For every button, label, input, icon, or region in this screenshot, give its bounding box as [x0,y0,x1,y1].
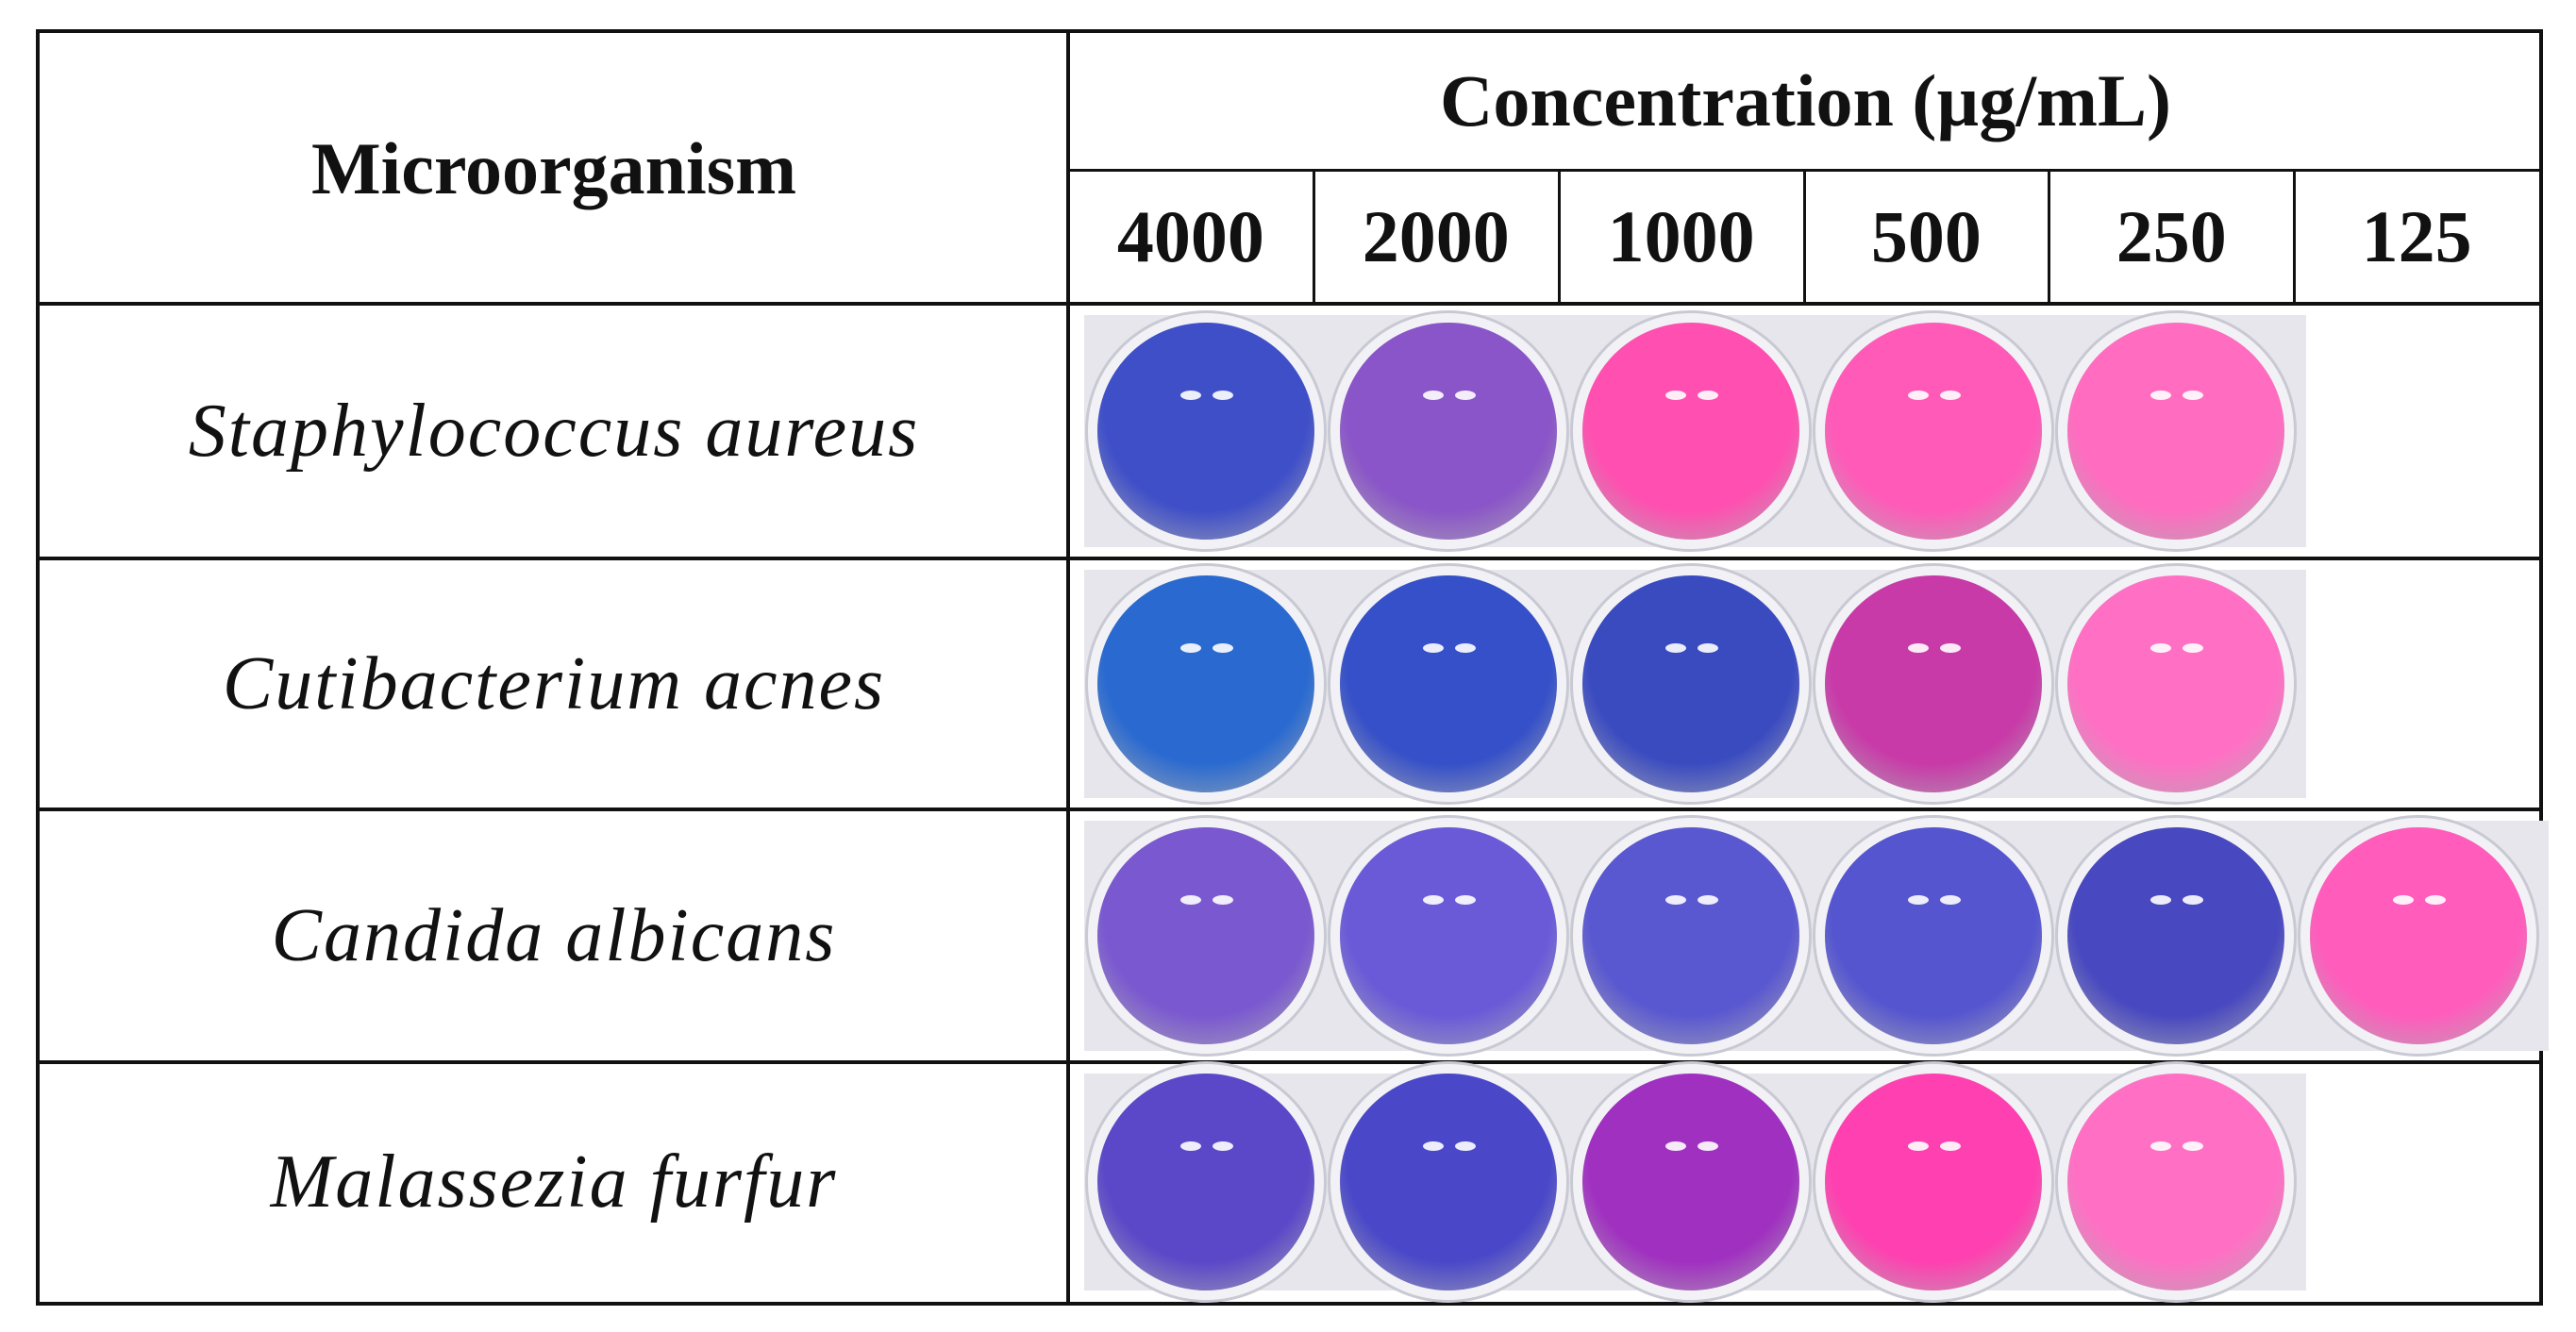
border [40,1060,2539,1064]
highlight [1455,1141,1476,1151]
highlight [1665,1141,1686,1151]
well [1825,575,2042,792]
concentration-header: Concentration (µg/mL) [1439,59,2171,142]
highlight [1908,643,1929,653]
highlight [1698,895,1718,905]
well [1097,1074,1314,1290]
highlight [1213,391,1233,400]
highlight [1940,1141,1961,1151]
table: Microorganism Concentration (µg/mL) 4000… [36,29,2549,1306]
well [1582,323,1799,540]
well [1825,323,2042,540]
well [1340,1074,1557,1290]
highlight [1213,1141,1233,1151]
highlight [2150,643,2171,653]
well [1340,827,1557,1044]
well [1097,575,1314,792]
organism-header: Microorganism [310,126,797,209]
well-plate [1084,1074,2306,1290]
organism: Malassezia furfur [270,1140,838,1224]
concentration: 125 [2361,194,2472,277]
highlight [1423,1141,1444,1151]
concentration: 4000 [1116,194,1264,277]
highlight [2393,895,2414,905]
border [40,302,2539,306]
well [1582,575,1799,792]
highlight [1455,391,1476,400]
concentration: 250 [2116,194,2227,277]
well [1097,827,1314,1044]
border [40,557,2539,560]
highlight [2150,391,2171,400]
well [1825,1074,2042,1290]
highlight [1908,895,1929,905]
well [2310,827,2527,1044]
well-plate [1084,315,2306,547]
highlight [1665,391,1686,400]
highlight [1698,1141,1718,1151]
highlight [2183,391,2203,400]
highlight [2183,895,2203,905]
concentration: 1000 [1607,194,1755,277]
highlight [1423,391,1444,400]
highlight [1698,391,1718,400]
border [1066,33,1070,1302]
highlight [1940,391,1961,400]
well [1582,1074,1799,1290]
border [2293,169,2297,304]
well-plate [1084,821,2549,1051]
highlight [1423,643,1444,653]
highlight [1180,1141,1201,1151]
well-plate [1084,570,2306,798]
highlight [1423,895,1444,905]
concentration: 500 [1870,194,1982,277]
highlight [2425,895,2446,905]
highlight [2183,1141,2203,1151]
highlight [2183,643,2203,653]
border [1802,169,1806,304]
organism: Cutibacterium acnes [222,641,886,725]
highlight [1698,643,1718,653]
well [1097,323,1314,540]
well [1825,827,2042,1044]
highlight [1940,895,1961,905]
highlight [1180,895,1201,905]
highlight [1180,391,1201,400]
highlight [1213,643,1233,653]
highlight [1665,643,1686,653]
organism: Staphylococcus aureus [188,389,920,473]
well [2067,827,2284,1044]
highlight [1908,1141,1929,1151]
highlight [1665,895,1686,905]
border [40,808,2539,811]
well [1340,323,1557,540]
highlight [2150,1141,2171,1151]
concentration: 2000 [1362,194,1510,277]
highlight [1908,391,1929,400]
border [1557,169,1561,304]
highlight [1455,643,1476,653]
highlight [1180,643,1201,653]
highlight [1940,643,1961,653]
border [2048,169,2051,304]
well [2067,323,2284,540]
highlight [1455,895,1476,905]
organism: Candida albicans [271,893,837,977]
well [2067,575,2284,792]
well [1340,575,1557,792]
highlight [1213,895,1233,905]
border [1312,169,1315,304]
well [2067,1074,2284,1290]
highlight [2150,895,2171,905]
well [1582,827,1799,1044]
